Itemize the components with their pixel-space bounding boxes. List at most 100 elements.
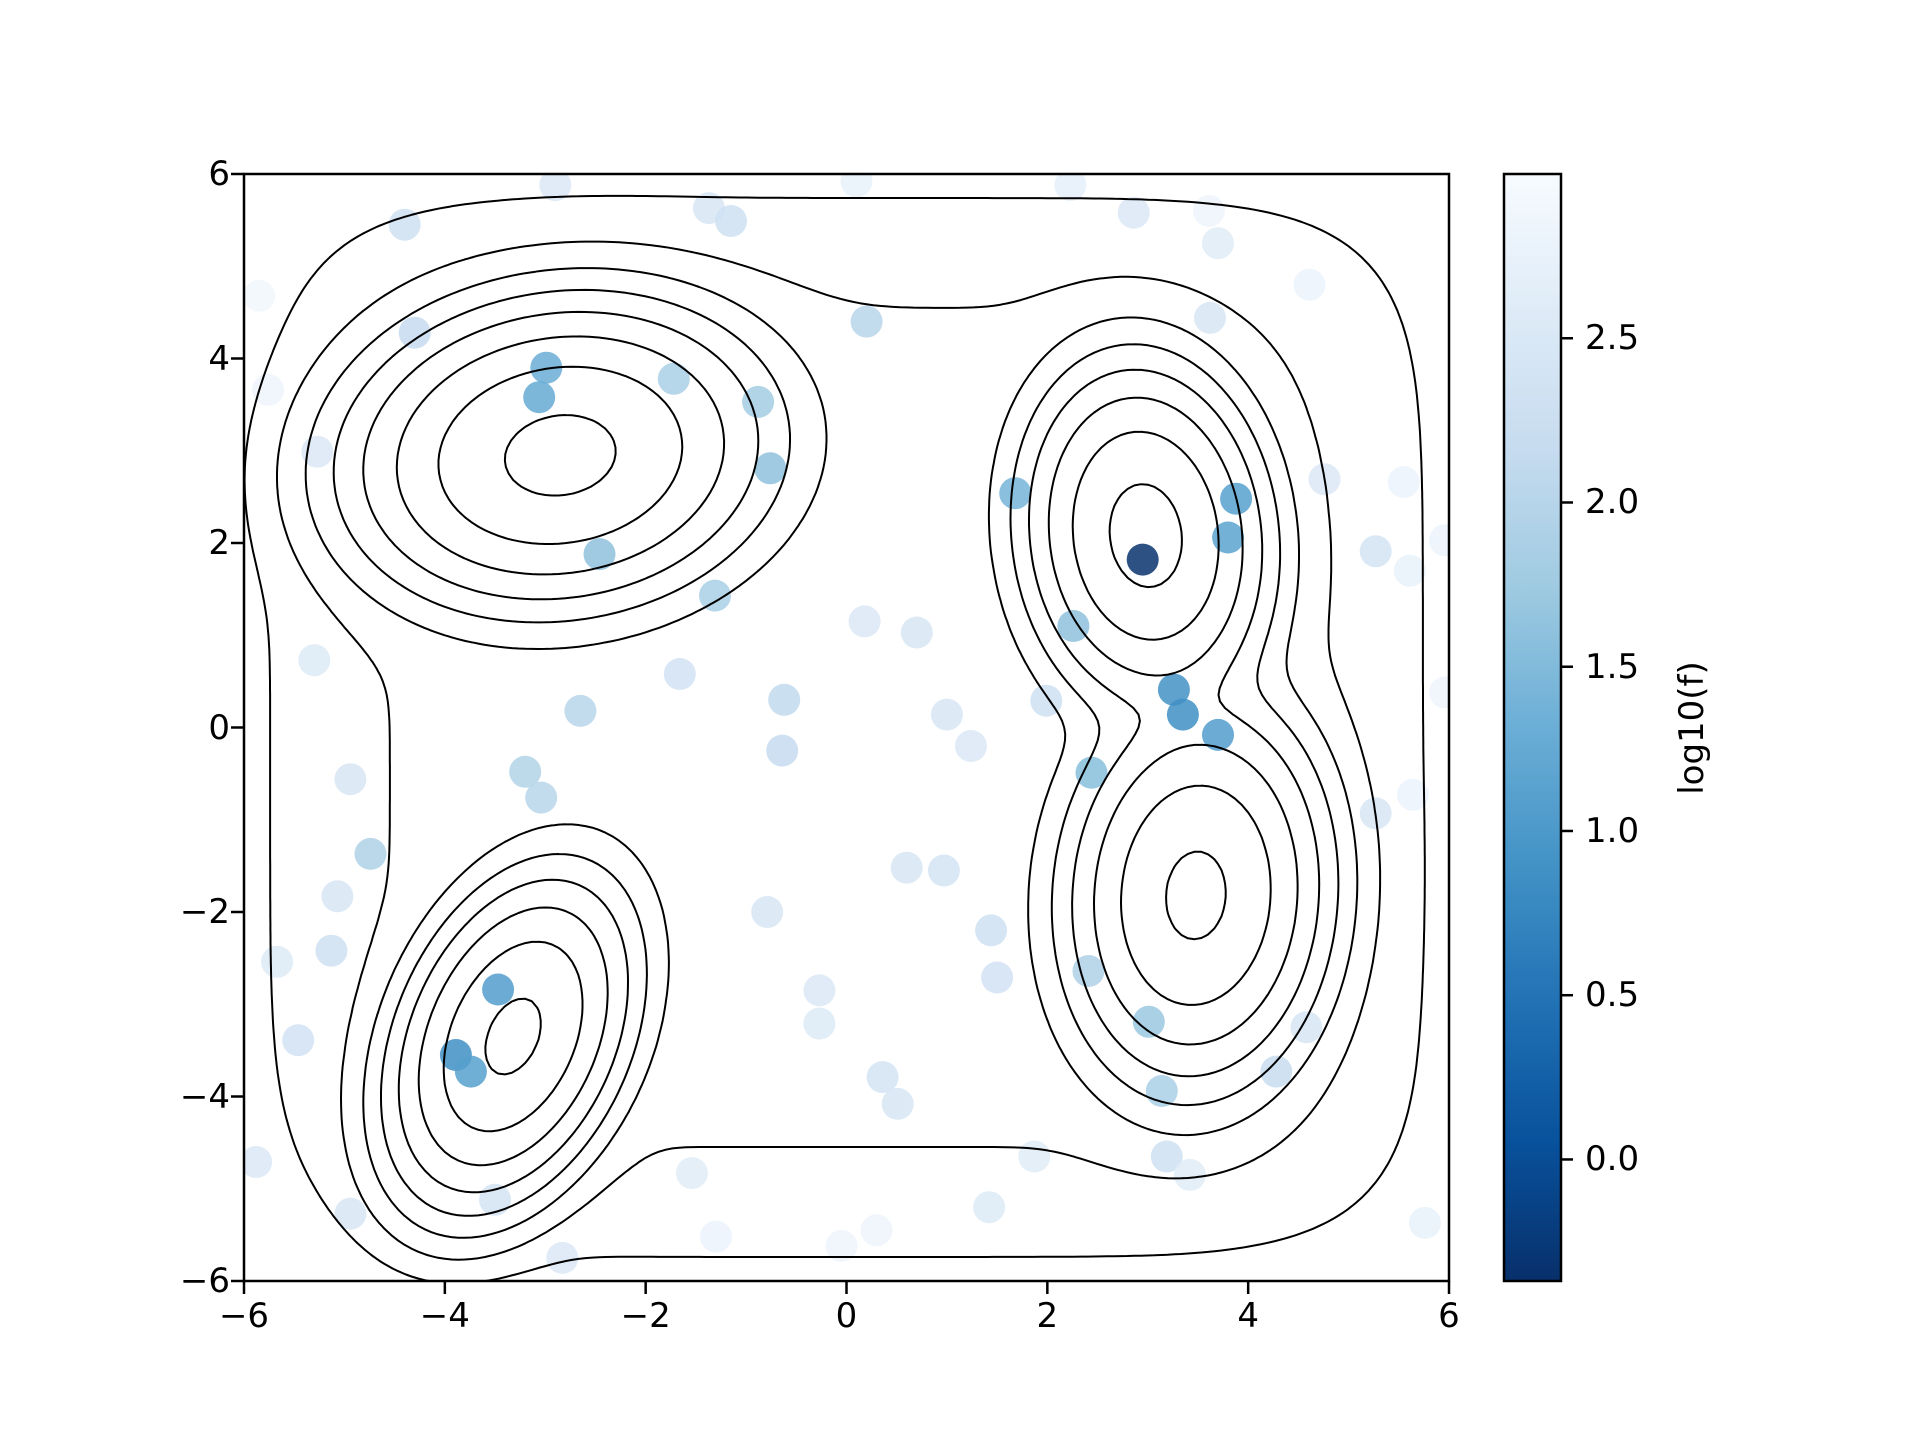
scatter-point <box>1212 521 1245 554</box>
scatter-point <box>315 934 348 967</box>
scatter-point <box>900 616 933 649</box>
colorbar-outline <box>1502 172 1563 1283</box>
colorbar-tick-label: 0.5 <box>1585 975 1640 1016</box>
colorbar-tick-label: 2.5 <box>1585 318 1640 359</box>
scatter-point <box>1359 535 1392 568</box>
scatter-point <box>509 755 542 788</box>
contour-lines <box>244 194 1426 1281</box>
scatter-point <box>1157 673 1190 706</box>
scatter-point <box>930 698 963 731</box>
scatter-point <box>675 1157 708 1190</box>
colorbar <box>1504 174 1561 1281</box>
scatter-point <box>1173 1158 1206 1191</box>
scatter-point <box>1054 174 1087 202</box>
scatter-point <box>699 579 731 612</box>
scatter-point <box>1387 466 1420 499</box>
colorbar-tick-label: 2.0 <box>1585 482 1640 523</box>
scatter-point <box>354 837 387 870</box>
scatter-point <box>981 961 1014 994</box>
colorbar-tick-label: 1.0 <box>1585 810 1640 851</box>
scatter-point <box>1193 194 1225 227</box>
colorbar-tick-label: 1.5 <box>1585 646 1640 687</box>
scatter-point <box>1260 1055 1293 1088</box>
colorbar-axis-label: log10(f) <box>1672 660 1712 795</box>
contour-level <box>304 267 1359 1239</box>
scatter-point <box>1075 756 1108 789</box>
x-tick-label: 6 <box>1438 1296 1460 1336</box>
y-tick-label: −4 <box>179 1076 230 1117</box>
contour-level <box>484 414 1227 1076</box>
scatter-point <box>321 880 354 913</box>
contour-level <box>244 194 1426 1281</box>
x-tick-label: 2 <box>1036 1296 1059 1336</box>
scatter-point <box>955 730 987 762</box>
scatter-point <box>663 658 696 690</box>
scatter-point <box>881 1087 914 1120</box>
scatter-point <box>1202 718 1234 751</box>
scatter-point <box>1117 196 1150 229</box>
scatter-point <box>999 477 1032 510</box>
scatter-point <box>252 373 285 406</box>
scatter-point <box>244 279 276 312</box>
scatter-point <box>803 1007 836 1040</box>
scatter-point <box>890 851 923 884</box>
scatter-point <box>1429 524 1449 557</box>
scatter-point <box>583 538 616 571</box>
scatter-point <box>866 1061 899 1094</box>
scatter-point <box>803 974 836 1007</box>
scatter-point <box>334 763 367 796</box>
x-tick-label: −6 <box>218 1296 270 1336</box>
scatter-point <box>530 351 563 384</box>
contour-level <box>395 335 1299 1167</box>
scatter-point <box>564 694 597 727</box>
contour-level <box>332 288 1340 1217</box>
scatter-point <box>1018 1140 1051 1173</box>
scatter-point <box>825 1229 858 1262</box>
scatter-point <box>261 945 294 978</box>
contour-level <box>276 240 1382 1261</box>
scatter-point <box>1202 227 1234 260</box>
scatter-point <box>754 452 787 485</box>
y-tick-label: 2 <box>208 523 230 563</box>
tick-marks <box>231 172 1573 1294</box>
x-tick-label: 4 <box>1237 1296 1259 1336</box>
y-tick-label: −2 <box>179 892 230 932</box>
scatter-points <box>244 174 1449 1274</box>
scatter-point <box>1290 1011 1323 1044</box>
scatter-point <box>848 605 881 638</box>
scatter-point <box>244 1146 273 1178</box>
scatter-point <box>860 1214 893 1247</box>
scatter-point <box>282 1024 315 1057</box>
scatter-point <box>1293 268 1326 301</box>
scatter-point <box>973 1191 1006 1224</box>
contour-level <box>437 365 1272 1133</box>
scatter-point <box>482 973 515 1006</box>
scatter-point <box>523 381 556 414</box>
scatter-point <box>700 1220 732 1253</box>
scatter-point <box>766 734 799 767</box>
scatter-point <box>539 174 572 202</box>
scatter-point <box>975 914 1008 947</box>
scatter-point <box>1126 543 1159 576</box>
scatter-point <box>715 205 747 237</box>
scatter-point <box>1072 955 1105 987</box>
scatter-point <box>1393 554 1426 587</box>
scatter-point <box>1194 301 1226 334</box>
y-tick-label: −6 <box>179 1261 230 1301</box>
scatter-point <box>334 1197 367 1230</box>
scatter-point <box>388 208 421 241</box>
x-tick-label: −4 <box>419 1296 470 1336</box>
colorbar-tick-label: 0.0 <box>1585 1139 1640 1180</box>
y-tick-label: 6 <box>208 154 230 194</box>
scatter-point <box>1150 1140 1183 1173</box>
x-tick-label: −2 <box>620 1296 671 1336</box>
scatter-point <box>1132 1005 1165 1038</box>
scatter-point <box>1166 698 1199 731</box>
y-tick-label: 4 <box>208 338 230 379</box>
scatter-point <box>298 644 331 677</box>
x-tick-label: 0 <box>835 1296 858 1336</box>
scatter-point <box>751 896 784 928</box>
scatter-point <box>768 683 801 716</box>
scatter-point <box>546 1241 579 1274</box>
